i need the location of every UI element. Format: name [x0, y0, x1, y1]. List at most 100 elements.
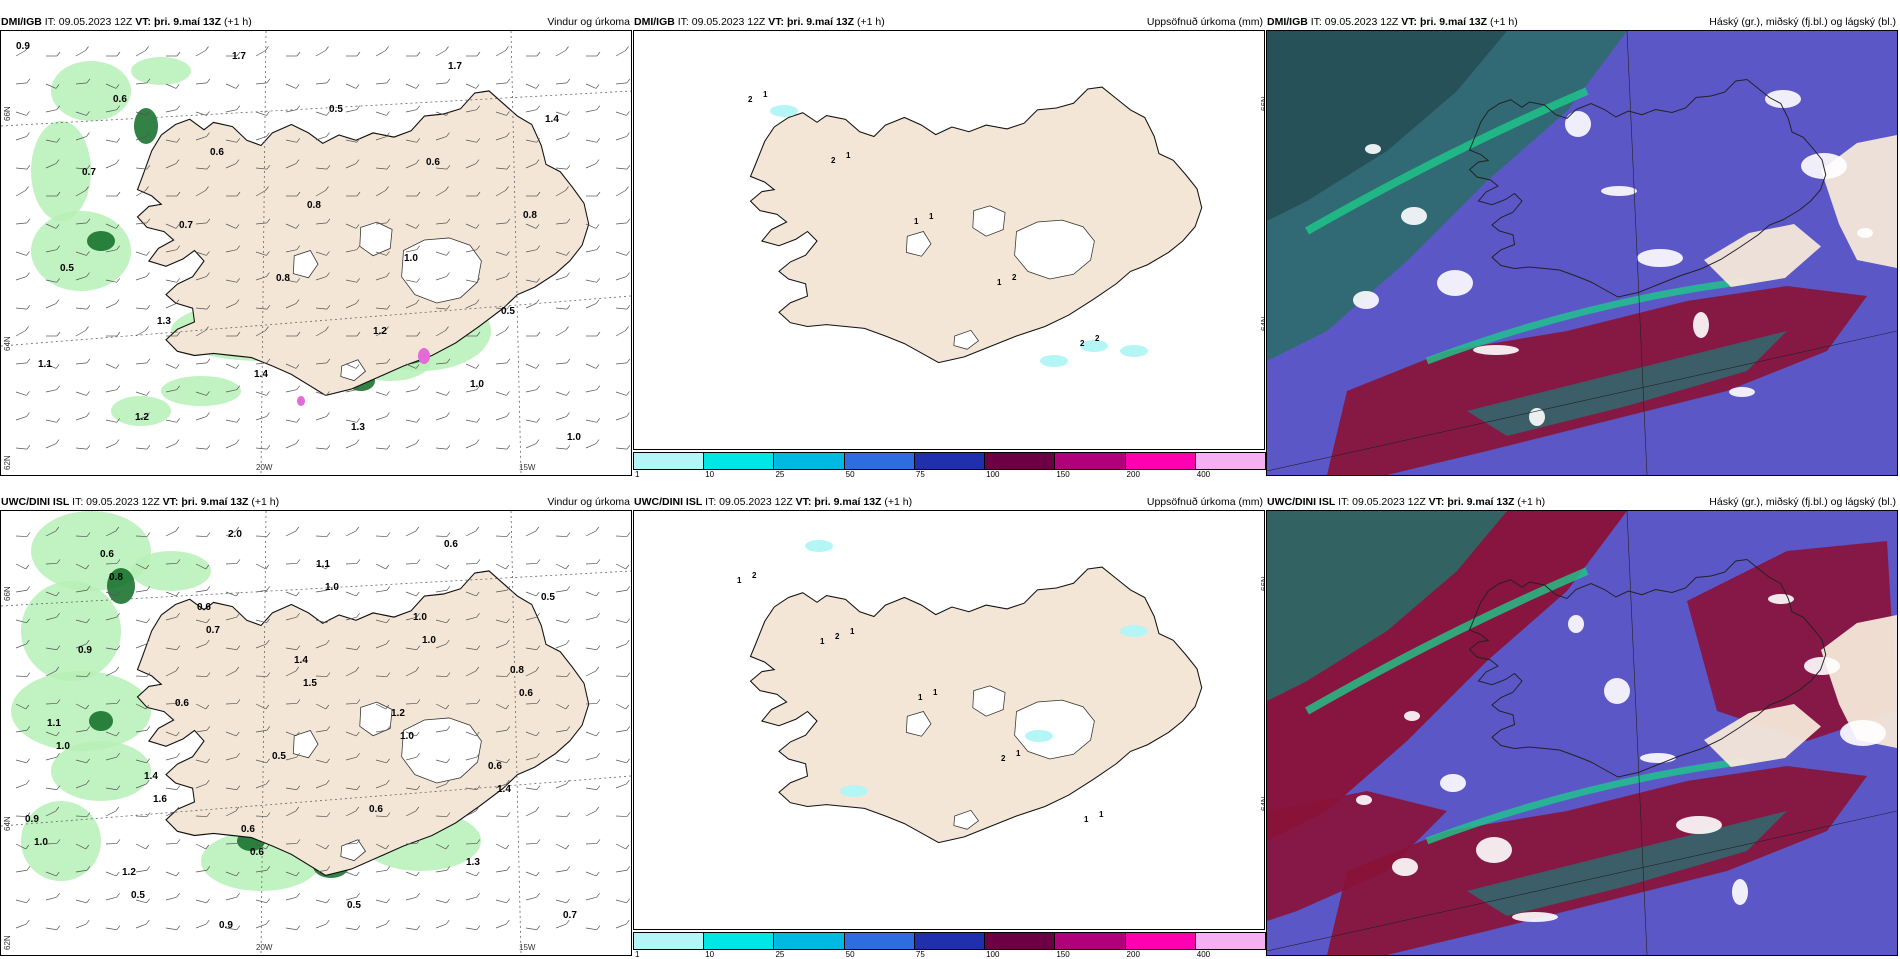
colorbar-swatch	[1194, 932, 1266, 950]
precip-value-label: 0.5	[541, 592, 555, 603]
accum-value-label: 2	[831, 156, 836, 165]
precip-value-label: 0.7	[179, 220, 193, 231]
model-name: DMI/IGB	[1267, 16, 1308, 28]
colorbar-swatch	[1054, 932, 1126, 950]
map-canvas	[1267, 31, 1897, 475]
lat-label: 64N	[3, 816, 12, 831]
precip-value-label: 0.8	[109, 572, 123, 583]
panel-header: UWC/DINI ISL IT: 09.05.2023 12Z VT: þri.…	[0, 494, 632, 510]
precip-value-label: 1.0	[470, 379, 484, 390]
colorbar-swatch	[1124, 452, 1196, 470]
panel-title: Vindur og úrkoma	[547, 496, 630, 508]
lead-time: (+1 h)	[1489, 16, 1518, 28]
lead-time: (+1 h)	[223, 16, 252, 28]
colorbar-swatch	[843, 452, 915, 470]
accum-value-label: 2	[835, 632, 840, 641]
init-time: IT: 09.05.2023 12Z	[705, 496, 793, 508]
accum-value-label: 2	[748, 95, 753, 104]
precip-value-label: 1.0	[56, 741, 70, 752]
precip-value-label: 1.4	[144, 771, 158, 782]
map-panel-bottom-cloud-cover: UWC/DINI ISL IT: 09.05.2023 12Z VT: þri.…	[1266, 494, 1898, 956]
accum-value-label: 1	[918, 693, 923, 702]
accum-value-label: 1	[1099, 810, 1104, 819]
lead-time: (+1 h)	[1517, 496, 1546, 508]
map-area	[1266, 510, 1898, 956]
lon-label: 15W	[519, 463, 536, 472]
colorbar-tick-label: 50	[845, 950, 855, 959]
precip-value-label: 1.2	[373, 326, 387, 337]
precip-value-label: 0.8	[307, 200, 321, 211]
lat-label: 66N	[1260, 96, 1265, 111]
valid-time: þri. 9.maí 13Z	[786, 16, 855, 28]
colorbar-tick-label: 100	[986, 950, 1000, 959]
model-name: UWC/DINI ISL	[634, 496, 703, 508]
lon-label: 20W	[256, 943, 273, 952]
valid-time: þri. 9.maí 13Z	[1419, 16, 1488, 28]
precip-value-label: 0.9	[219, 920, 233, 931]
colorbar-swatch	[984, 932, 1056, 950]
precip-value-label: 1.0	[413, 612, 427, 623]
lat-label: 64N	[1260, 316, 1265, 331]
accum-value-label: 1	[933, 688, 938, 697]
panel-run-info: UWC/DINI ISL IT: 09.05.2023 12Z VT: þri.…	[634, 494, 912, 510]
valid-time-label: VT:	[135, 16, 152, 28]
lead-time: (+1 h)	[884, 496, 913, 508]
precip-value-label: 0.6	[488, 761, 502, 772]
accum-value-label: 2	[1001, 754, 1006, 763]
precip-value-label: 0.6	[369, 804, 383, 815]
lat-label: 64N	[1260, 796, 1265, 811]
map-area: 0.8 0.7 1.5 1.0 1.4 1.0 0.5 2.0 1.0 1.0 0.6 1.0 1.6 0…	[0, 510, 632, 956]
precip-value-label: 0.6	[426, 157, 440, 168]
colorbar-swatch	[1124, 932, 1196, 950]
colorbar-tick-label: 1	[635, 950, 640, 959]
panel-title: Uppsöfnuð úrkoma (mm)	[1146, 16, 1263, 28]
model-name: UWC/DINI ISL	[1267, 496, 1336, 508]
precip-value-label: 0.6	[210, 147, 224, 158]
colorbar-swatch	[913, 452, 986, 470]
precip-value-label: 1.7	[448, 61, 462, 72]
precip-value-label: 0.6	[444, 539, 458, 550]
precip-value-label: 0.5	[501, 306, 515, 317]
lat-label: 62N	[3, 935, 12, 950]
precip-value-label: 0.8	[276, 273, 290, 284]
precip-value-label: 0.6	[197, 602, 211, 613]
panel-title: Vindur og úrkoma	[547, 16, 630, 28]
map-area	[1266, 30, 1898, 476]
accum-value-label: 1	[737, 576, 742, 585]
panel-header: DMI/IGB IT: 09.05.2023 12Z VT: þri. 9.ma…	[0, 14, 632, 30]
colorbar-swatch	[1194, 452, 1266, 470]
colorbar-tick-label: 75	[915, 470, 925, 479]
precip-value-label: 1.2	[122, 867, 136, 878]
lon-label: 20W	[256, 463, 273, 472]
map-panel-top-accumulated-precip: DMI/IGB IT: 09.05.2023 12Z VT: þri. 9.ma…	[633, 14, 1266, 479]
precip-value-label: 1.4	[254, 369, 268, 380]
colorbar-swatch	[773, 452, 845, 470]
precip-value-label: 1.1	[316, 559, 330, 570]
lat-label: 66N	[1260, 576, 1265, 591]
init-time: IT: 09.05.2023 12Z	[1310, 16, 1399, 28]
panel-title: Uppsöfnuð úrkoma (mm)	[1146, 496, 1263, 508]
precip-value-label: 0.5	[131, 890, 145, 901]
valid-time-label: VT:	[795, 496, 812, 508]
colorbar-tick-label: 400	[1196, 950, 1211, 959]
map-area: 1 1 1 1 2 2 1 2 1 1 1 66N 64N	[633, 510, 1265, 930]
accum-value-label: 2	[1080, 339, 1085, 348]
lead-time: (+1 h)	[251, 496, 280, 508]
precip-value-label: 1.0	[325, 582, 339, 593]
map-panel-top-cloud-cover: DMI/IGB IT: 09.05.2023 12Z VT: þri. 9.ma…	[1266, 14, 1898, 476]
accum-value-label: 2	[1012, 273, 1017, 282]
precip-value-label: 1.5	[303, 678, 317, 689]
map-canvas	[1, 31, 631, 475]
colorbar-tick-label: 25	[775, 470, 785, 479]
accum-value-label: 2	[752, 571, 757, 580]
panel-run-info: DMI/IGB IT: 09.05.2023 12Z VT: þri. 9.ma…	[1267, 14, 1518, 30]
colorbar-swatch	[703, 452, 775, 470]
precip-value-label: 1.4	[545, 114, 559, 125]
valid-time: þri. 9.maí 13Z	[153, 16, 222, 28]
precip-value-label: 1.3	[157, 316, 171, 327]
colorbar-tick-label: 50	[845, 470, 855, 479]
init-time: IT: 09.05.2023 12Z	[677, 16, 766, 28]
precip-value-label: 1.3	[351, 422, 365, 433]
precip-value-label: 1.6	[153, 794, 167, 805]
model-name: DMI/IGB	[1, 16, 42, 28]
